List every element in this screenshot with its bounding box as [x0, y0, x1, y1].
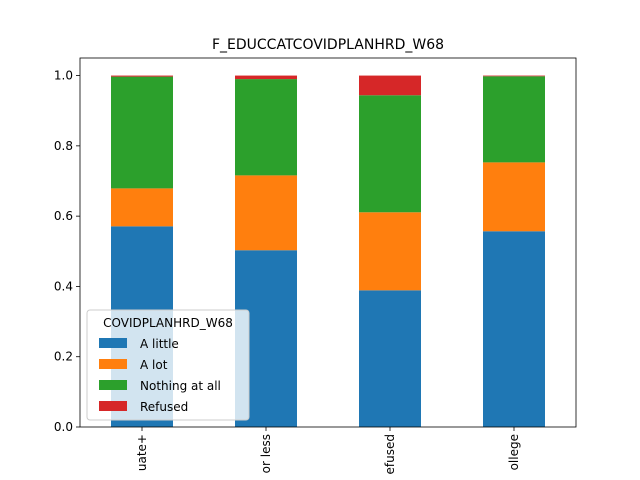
bar-segment [483, 231, 545, 427]
y-tick-label: 0.8 [54, 139, 73, 153]
legend-label: Refused [140, 400, 188, 414]
bar-segment [359, 212, 421, 291]
legend-label: A lot [140, 358, 168, 372]
y-tick-label: 0.0 [54, 420, 73, 434]
y-tick-label: 1.0 [54, 69, 73, 83]
legend-box [86, 309, 250, 421]
y-tick-label: 0.2 [54, 350, 73, 364]
legend-swatch [99, 359, 127, 369]
chart-title: F_EDUCCATCOVIDPLANHRD_W68 [212, 37, 444, 53]
axes-group: 0.0 0.2 0.4 0.6 0.8 1.0 uate+ or less efused olle… [54, 57, 577, 474]
y-tick-label: 0.6 [54, 209, 73, 223]
bar-segment [235, 75, 297, 80]
legend-swatch [99, 401, 127, 411]
x-tick-label: ollege [507, 434, 521, 470]
legend-swatch [99, 338, 127, 348]
bar-segment [359, 75, 421, 96]
bar-segment [483, 76, 545, 163]
bar-segment [359, 95, 421, 213]
legend-swatch [99, 380, 127, 390]
plot-frame [79, 57, 577, 428]
legend-title: COVIDPLANHRD_W68 [103, 316, 233, 330]
x-tick-label: efused [383, 434, 397, 474]
bar-segment [111, 188, 173, 227]
x-tick-label: uate+ [135, 434, 149, 471]
bar-segment [483, 162, 545, 232]
bar-segment [235, 79, 297, 176]
bar-segment [111, 75, 173, 77]
legend: COVIDPLANHRD_W68 A little A lot Nothing at … [86, 309, 250, 421]
x-tick-label: or less [259, 434, 273, 473]
bar-segment [483, 75, 545, 77]
legend-label: A little [140, 337, 179, 351]
bar-segment [235, 175, 297, 251]
bar-segment [359, 290, 421, 427]
y-tick-label: 0.4 [54, 279, 73, 293]
bar-segment [111, 76, 173, 189]
legend-label: Nothing at all [140, 379, 221, 393]
